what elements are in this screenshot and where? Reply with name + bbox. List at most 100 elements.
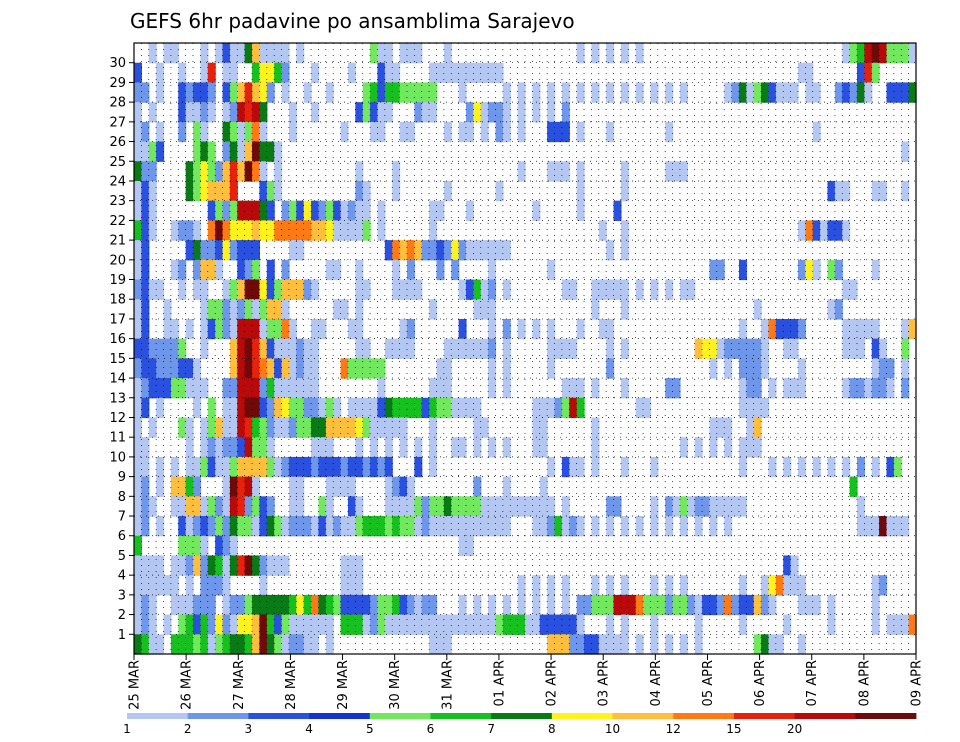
y-tick-label: 19 xyxy=(109,273,126,288)
heatmap-cell xyxy=(908,82,917,103)
heatmap-cell xyxy=(244,634,253,655)
heatmap-cell xyxy=(429,82,438,103)
colorbar-segment xyxy=(733,713,796,719)
heatmap-cell xyxy=(311,594,320,616)
heatmap-cell xyxy=(547,121,556,143)
heatmap-cell xyxy=(856,62,865,84)
heatmap-cell xyxy=(252,456,261,478)
heatmap-cell xyxy=(347,516,356,537)
heatmap-cell xyxy=(281,397,290,419)
x-tick-label: 26 MAR xyxy=(180,660,195,710)
heatmap-cell xyxy=(805,259,814,281)
heatmap-cell xyxy=(628,594,637,616)
heatmap-cell xyxy=(871,594,880,616)
heatmap-cell xyxy=(879,378,888,399)
heatmap-cell xyxy=(465,397,474,419)
heatmap-cell xyxy=(207,516,216,537)
heatmap-cell xyxy=(229,437,238,458)
heatmap-cell xyxy=(406,614,415,635)
heatmap-cell xyxy=(156,279,165,300)
heatmap-cell xyxy=(362,456,371,478)
heatmap-cell xyxy=(783,378,792,399)
colorbar-segment xyxy=(369,713,431,719)
heatmap-cell xyxy=(532,102,541,123)
heatmap-cell xyxy=(148,161,157,182)
heatmap-cell xyxy=(134,476,142,497)
heatmap-cell xyxy=(355,614,364,635)
heatmap-cell xyxy=(134,516,142,537)
heatmap-cell xyxy=(281,82,290,103)
heatmap-cell xyxy=(207,200,216,221)
heatmap-cell xyxy=(812,456,821,478)
heatmap-cell xyxy=(347,318,356,340)
heatmap-cell xyxy=(724,496,733,517)
heatmap-cell xyxy=(421,614,430,635)
heatmap-cell xyxy=(200,102,209,123)
heatmap-cell xyxy=(148,417,157,438)
heatmap-cell xyxy=(281,516,290,537)
heatmap-cell xyxy=(347,614,356,635)
heatmap-cell xyxy=(303,279,312,300)
x-tick-label: 02 APR xyxy=(545,660,560,706)
heatmap-cell xyxy=(370,437,379,458)
heatmap-cell xyxy=(399,43,408,64)
heatmap-cell xyxy=(591,594,600,616)
heatmap-cell xyxy=(333,516,342,537)
heatmap-cell xyxy=(222,456,231,478)
heatmap-cell xyxy=(178,279,187,300)
heatmap-cell xyxy=(207,417,216,438)
heatmap-cell xyxy=(215,43,224,64)
heatmap-cell xyxy=(281,614,290,635)
heatmap-cell xyxy=(325,496,334,517)
y-tick-label: 17 xyxy=(109,312,126,327)
heatmap-cell xyxy=(222,62,231,84)
heatmap-cell xyxy=(141,358,150,379)
heatmap-cell xyxy=(170,43,179,64)
heatmap-cell xyxy=(325,516,334,537)
heatmap-cell xyxy=(539,516,548,537)
heatmap-cell xyxy=(252,220,261,241)
heatmap-cell xyxy=(318,220,327,241)
heatmap-cell xyxy=(384,456,393,478)
heatmap-cell xyxy=(451,240,460,261)
heatmap-cell xyxy=(384,476,393,497)
heatmap-cell xyxy=(421,496,430,517)
colorbar-segment xyxy=(430,713,492,719)
heatmap-cell xyxy=(229,417,238,438)
heatmap-cell xyxy=(547,358,556,379)
heatmap-cell xyxy=(170,220,179,241)
heatmap-cell xyxy=(716,594,725,616)
heatmap-cell xyxy=(288,121,297,143)
heatmap-cell xyxy=(355,358,364,379)
heatmap-cell xyxy=(665,121,674,143)
heatmap-cell xyxy=(377,358,386,379)
heatmap-cell xyxy=(436,496,445,517)
heatmap-cell xyxy=(488,62,497,84)
heatmap-cell xyxy=(709,594,718,616)
heatmap-cell xyxy=(783,614,792,635)
heatmap-cell xyxy=(473,437,482,458)
heatmap-cell xyxy=(827,220,836,241)
heatmap-cell xyxy=(598,318,607,340)
heatmap-cell xyxy=(296,634,305,655)
heatmap-cell xyxy=(237,634,246,655)
heatmap-cell xyxy=(406,121,415,143)
heatmap-cell xyxy=(237,456,246,478)
heatmap-cell xyxy=(288,358,297,379)
heatmap-cell xyxy=(406,397,415,419)
heatmap-cell xyxy=(148,200,157,221)
heatmap-cell xyxy=(193,121,201,143)
heatmap-cell xyxy=(156,555,165,576)
heatmap-cell xyxy=(797,575,806,596)
colorbar-label: 7 xyxy=(487,722,495,736)
heatmap-cell xyxy=(414,594,423,616)
heatmap-cell xyxy=(244,516,253,537)
heatmap-cell xyxy=(547,318,556,340)
heatmap-cell xyxy=(347,575,356,596)
heatmap-cell xyxy=(229,121,238,143)
heatmap-cell xyxy=(790,575,799,596)
heatmap-cell xyxy=(237,594,246,616)
heatmap-cell xyxy=(532,82,541,103)
heatmap-cell xyxy=(517,594,526,616)
